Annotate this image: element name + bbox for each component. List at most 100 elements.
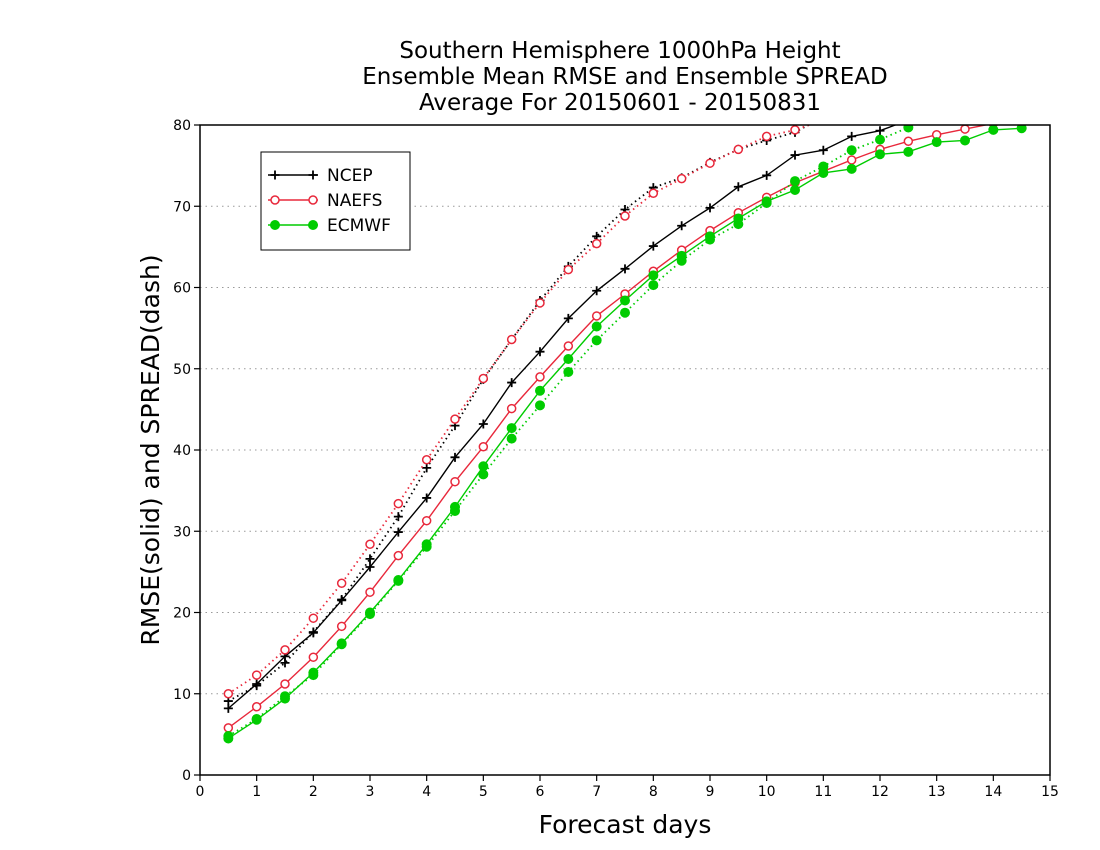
data-point [365, 587, 375, 597]
data-point [506, 403, 517, 414]
plot-area [223, 88, 1027, 744]
data-point [591, 238, 602, 249]
y-tick-label: 50 [173, 362, 191, 378]
y-tick-label: 20 [173, 606, 191, 622]
legend-label: ECMWF [327, 216, 391, 236]
data-point [478, 469, 489, 480]
data-point [960, 125, 970, 134]
data-point [620, 307, 630, 318]
data-point [535, 347, 545, 357]
data-point [846, 163, 857, 174]
x-tick-label: 5 [479, 784, 488, 800]
data-point [535, 298, 545, 308]
legend: NCEP NAEFS ECMWF [260, 151, 411, 251]
legend-marker [308, 170, 318, 180]
y-tick-label: 60 [173, 281, 191, 297]
data-point [790, 125, 800, 135]
data-point [563, 354, 574, 364]
data-point [592, 286, 602, 296]
data-point [790, 150, 800, 160]
data-point [280, 691, 290, 702]
data-point [450, 414, 460, 424]
data-point [422, 493, 432, 503]
data-point [932, 108, 941, 117]
x-axis: 0 1 2 3 4 5 6 7 8 9 10 11 12 13 14 15 [196, 775, 1059, 800]
legend-marker [270, 170, 280, 180]
data-point [308, 670, 319, 681]
data-point [421, 455, 432, 465]
data-point [251, 713, 262, 724]
data-point [762, 170, 772, 180]
data-point [1017, 88, 1026, 97]
data-point [421, 541, 432, 552]
data-point [365, 562, 375, 572]
x-tick-label: 3 [366, 784, 375, 800]
data-point [337, 595, 347, 604]
x-tick-label: 9 [706, 784, 715, 800]
data-point [506, 334, 517, 345]
x-tick-label: 7 [592, 784, 601, 800]
data-point [478, 419, 488, 429]
data-point [506, 433, 517, 444]
data-point [903, 136, 914, 146]
data-point [648, 270, 659, 281]
legend-item-ncep: NCEP [268, 166, 373, 186]
data-point [450, 476, 460, 487]
data-point [450, 452, 460, 462]
data-point [677, 221, 687, 231]
data-point [507, 378, 517, 388]
data-point [280, 679, 290, 689]
data-point [819, 116, 827, 124]
x-tick-label: 8 [649, 784, 658, 800]
data-point [846, 155, 857, 165]
data-point [648, 280, 659, 291]
data-point [365, 554, 375, 564]
legend-box [260, 151, 411, 251]
data-point [308, 627, 318, 637]
data-point [251, 702, 262, 712]
y-tick-label: 70 [173, 199, 191, 215]
data-point [846, 145, 857, 156]
data-point [676, 255, 687, 266]
legend-label: NCEP [327, 166, 373, 186]
data-point [563, 341, 574, 351]
data-point [904, 116, 913, 125]
legend-item-ecmwf: ECMWF [268, 216, 391, 236]
data-point [393, 512, 403, 522]
data-point [648, 188, 659, 198]
data-point [847, 131, 857, 141]
data-point [478, 373, 489, 384]
data-point [761, 198, 772, 208]
data-point [620, 264, 630, 274]
data-point [1018, 115, 1026, 123]
data-point [450, 505, 460, 516]
y-axis: 0 10 20 30 40 50 60 70 80 [173, 118, 200, 784]
legend-marker [270, 220, 280, 230]
legend-item-naefs: NAEFS [268, 191, 382, 211]
data-point [336, 621, 347, 632]
series-naefs-spread [223, 116, 827, 699]
data-point [875, 134, 885, 145]
data-point [1016, 125, 1027, 134]
data-point [875, 149, 885, 160]
data-point [280, 658, 290, 668]
legend-marker [270, 195, 280, 205]
x-tick-label: 1 [252, 784, 261, 800]
data-point [251, 670, 262, 680]
x-tick-label: 4 [422, 784, 431, 800]
x-tick-label: 10 [758, 784, 776, 800]
series-line [227, 125, 812, 695]
data-point [733, 144, 744, 155]
data-point [761, 131, 772, 142]
data-point [252, 681, 262, 691]
chart-title: Southern Hemisphere 1000hPa Height Ensem… [362, 38, 887, 116]
data-point [308, 613, 319, 623]
data-point [563, 367, 574, 377]
y-tick-label: 0 [182, 768, 191, 784]
y-tick-label: 30 [173, 524, 191, 540]
data-point [223, 689, 234, 699]
data-point [648, 241, 658, 251]
x-tick-label: 12 [871, 784, 889, 800]
data-point [676, 173, 687, 184]
data-point [223, 723, 234, 733]
